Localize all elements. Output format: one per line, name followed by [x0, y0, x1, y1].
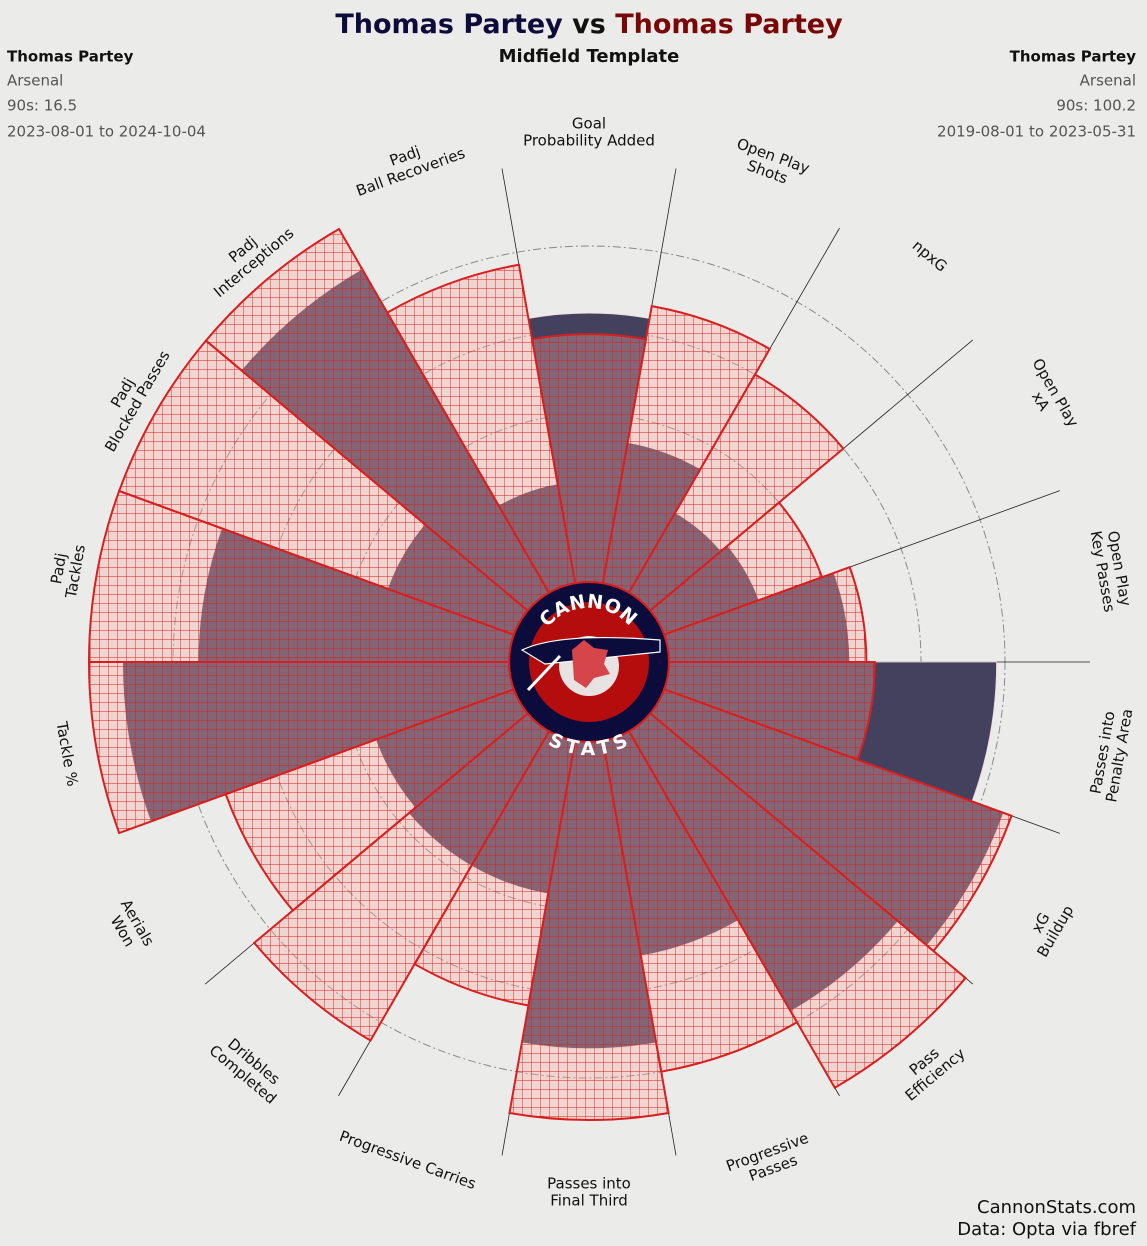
chart-title: Thomas Partey vs Thomas Partey: [335, 9, 843, 40]
title-connector: vs: [572, 9, 606, 40]
nineties-2: 90s: 100.2: [1056, 97, 1136, 115]
subtitle: Midfield Template: [499, 46, 680, 67]
title-player-1: Thomas Partey: [335, 9, 563, 40]
category-label-line: Final Third: [550, 1191, 628, 1209]
title-player-2: Thomas Partey: [615, 9, 843, 40]
team-2: Arsenal: [1080, 72, 1136, 90]
nineties-1: 90s: 16.5: [7, 97, 77, 115]
footer-site: CannonStats.com: [977, 1197, 1136, 1218]
legend-player-1: Thomas Partey: [7, 48, 134, 66]
category-label: Passes into Final Third: [547, 1174, 631, 1209]
footer-source: Data: Opta via fbref: [957, 1219, 1136, 1240]
logo-map: [572, 640, 610, 688]
team-1: Arsenal: [7, 72, 63, 90]
category-label-line: Padj: [47, 551, 70, 585]
category-label-line: Probability Added: [523, 131, 655, 149]
logo-wheel: [526, 654, 562, 692]
category-label-line: Goal: [572, 114, 606, 132]
dates-1: 2023-08-01 to 2024-10-04: [7, 123, 206, 141]
category-label-line: Passes into: [547, 1174, 631, 1192]
legend-player-2: Thomas Partey: [1010, 48, 1137, 66]
plot: Goal Probability Added Open PlayShotsnpxGO…: [47, 114, 1136, 1209]
category-label: Goal Probability Added: [523, 114, 655, 149]
dates-2: 2019-08-01 to 2023-05-31: [937, 123, 1136, 141]
logo: CANNON STATS: [508, 581, 670, 760]
